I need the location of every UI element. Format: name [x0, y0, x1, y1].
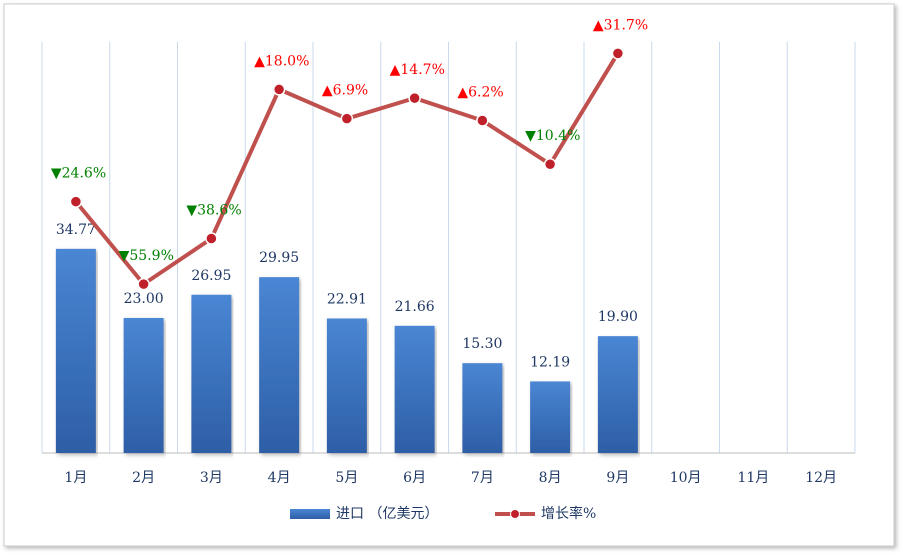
bar	[394, 325, 435, 453]
data-label: ▼24.6%	[51, 166, 106, 182]
data-label: ▲6.2%	[457, 85, 503, 101]
bar	[55, 248, 96, 453]
data-label: ▼10.4%	[525, 128, 580, 144]
legend-label: 进口 （亿美元）	[336, 506, 438, 522]
data-label: 21.66	[395, 299, 435, 315]
data-label: ▲31.7%	[593, 17, 648, 33]
line-marker	[205, 232, 218, 245]
data-label: 34.77	[56, 222, 96, 238]
bar	[597, 336, 638, 453]
data-label: 22.91	[327, 291, 367, 307]
data-label: 23.00	[124, 291, 164, 307]
x-tick-label: 11月	[737, 470, 769, 486]
line-marker	[543, 157, 557, 171]
data-label: 29.95	[259, 250, 299, 266]
legend-swatch	[510, 509, 520, 519]
x-tick-label: 8月	[539, 470, 562, 486]
legend-label: 增长率%	[541, 505, 596, 522]
data-label: 19.90	[598, 309, 638, 325]
data-label: ▼55.9%	[119, 248, 174, 264]
x-tick-label: 7月	[471, 470, 494, 486]
x-tick-label: 4月	[268, 470, 291, 486]
line-marker	[272, 83, 286, 96]
data-label: ▲18.0%	[254, 53, 309, 69]
bar	[326, 318, 367, 453]
x-tick-label: 6月	[403, 470, 426, 486]
x-tick-label: 2月	[132, 470, 155, 486]
data-label: ▲14.7%	[390, 62, 445, 78]
line-marker	[408, 91, 421, 105]
line-marker	[137, 277, 150, 291]
data-label: 12.19	[530, 354, 570, 370]
x-tick-label: 3月	[200, 470, 223, 486]
x-tick-label: 1月	[64, 470, 87, 486]
legend-swatch	[290, 509, 330, 519]
x-tick-label: 5月	[335, 470, 358, 486]
line-marker	[611, 47, 625, 60]
bar	[530, 381, 571, 453]
line-marker	[340, 112, 354, 125]
bar	[259, 277, 300, 453]
data-label: 26.95	[191, 268, 231, 284]
data-label: ▲6.9%	[322, 83, 368, 99]
x-tick-label: 9月	[606, 470, 629, 486]
bar	[462, 363, 503, 453]
data-label: 15.30	[462, 336, 502, 352]
data-label: ▼38.6%	[186, 203, 241, 219]
bar	[191, 294, 232, 453]
bar	[123, 317, 164, 453]
line-marker	[476, 114, 489, 127]
x-tick-label: 10月	[670, 470, 702, 486]
x-tick-label: 12月	[805, 470, 837, 486]
line-marker	[69, 195, 83, 208]
